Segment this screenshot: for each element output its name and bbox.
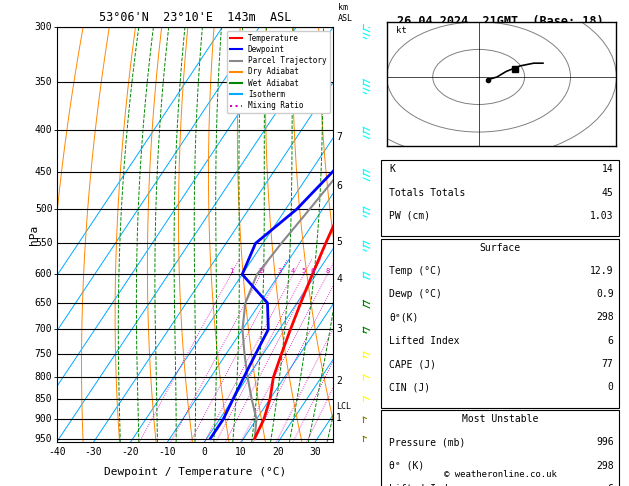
Text: 350: 350 <box>35 77 52 87</box>
Text: 850: 850 <box>35 394 52 404</box>
Text: 700: 700 <box>35 325 52 334</box>
Text: θᵉ (K): θᵉ (K) <box>389 461 425 471</box>
Text: CIN (J): CIN (J) <box>389 382 430 393</box>
Legend: Temperature, Dewpoint, Parcel Trajectory, Dry Adiabat, Wet Adiabat, Isotherm, Mi: Temperature, Dewpoint, Parcel Trajectory… <box>227 31 330 113</box>
Text: 550: 550 <box>35 238 52 248</box>
Bar <box>381 410 619 486</box>
Text: CAPE (J): CAPE (J) <box>389 359 436 369</box>
Text: 30: 30 <box>309 447 321 456</box>
Text: 2: 2 <box>259 268 263 275</box>
Text: 1: 1 <box>336 414 342 423</box>
Text: 6: 6 <box>608 484 613 486</box>
Text: 6: 6 <box>608 336 613 346</box>
Text: km
ASL: km ASL <box>338 3 352 22</box>
Text: 2: 2 <box>336 376 342 386</box>
Text: 26.04.2024  21GMT  (Base: 18): 26.04.2024 21GMT (Base: 18) <box>397 15 603 28</box>
Text: θᵉ(K): θᵉ(K) <box>389 312 418 323</box>
Text: 800: 800 <box>35 372 52 382</box>
Text: 298: 298 <box>596 461 613 471</box>
Text: -40: -40 <box>48 447 65 456</box>
Text: Dewp (°C): Dewp (°C) <box>389 289 442 299</box>
Text: 8: 8 <box>325 268 330 275</box>
Text: 298: 298 <box>596 312 613 323</box>
Text: -30: -30 <box>85 447 103 456</box>
Bar <box>381 239 619 408</box>
Text: 7: 7 <box>336 132 342 141</box>
Text: 77: 77 <box>602 359 613 369</box>
Text: 20: 20 <box>272 447 284 456</box>
Text: kt: kt <box>396 26 407 35</box>
Text: Lifted Index: Lifted Index <box>389 336 460 346</box>
Text: Surface: Surface <box>479 243 521 253</box>
Text: 0: 0 <box>608 382 613 393</box>
Text: 1.03: 1.03 <box>590 211 613 221</box>
Text: 0: 0 <box>201 447 207 456</box>
Text: -20: -20 <box>121 447 139 456</box>
Text: 750: 750 <box>35 349 52 359</box>
Text: Pressure (mb): Pressure (mb) <box>389 437 465 448</box>
Text: 300: 300 <box>35 22 52 32</box>
Text: 10: 10 <box>235 447 247 456</box>
Bar <box>381 160 619 236</box>
Text: -10: -10 <box>159 447 176 456</box>
Text: 400: 400 <box>35 124 52 135</box>
Text: K: K <box>389 164 395 174</box>
Text: 6: 6 <box>336 181 342 191</box>
Text: 3: 3 <box>336 325 342 334</box>
Text: Temp (°C): Temp (°C) <box>389 266 442 276</box>
Text: 450: 450 <box>35 167 52 176</box>
Text: PW (cm): PW (cm) <box>389 211 430 221</box>
Text: 500: 500 <box>35 204 52 214</box>
Text: Totals Totals: Totals Totals <box>389 188 465 198</box>
Text: 996: 996 <box>596 437 613 448</box>
Text: LCL: LCL <box>336 402 351 411</box>
Text: 6: 6 <box>311 268 315 275</box>
Text: Most Unstable: Most Unstable <box>462 414 538 424</box>
Text: 45: 45 <box>602 188 613 198</box>
Text: 0.9: 0.9 <box>596 289 613 299</box>
Text: Lifted Index: Lifted Index <box>389 484 460 486</box>
Text: 650: 650 <box>35 298 52 308</box>
Text: 1: 1 <box>229 268 233 275</box>
Text: 3: 3 <box>277 268 281 275</box>
Text: 4: 4 <box>336 274 342 284</box>
Text: 5: 5 <box>302 268 306 275</box>
Text: 12.9: 12.9 <box>590 266 613 276</box>
Text: hPa: hPa <box>30 225 40 244</box>
Text: 4: 4 <box>291 268 295 275</box>
Title: 53°06'N  23°10'E  143m  ASL: 53°06'N 23°10'E 143m ASL <box>99 11 291 24</box>
Text: 14: 14 <box>602 164 613 174</box>
Text: 900: 900 <box>35 414 52 424</box>
Text: 950: 950 <box>35 434 52 444</box>
Text: Dewpoint / Temperature (°C): Dewpoint / Temperature (°C) <box>104 467 286 477</box>
Text: 600: 600 <box>35 269 52 279</box>
Text: 5: 5 <box>336 237 342 247</box>
Text: © weatheronline.co.uk: © weatheronline.co.uk <box>443 469 557 479</box>
